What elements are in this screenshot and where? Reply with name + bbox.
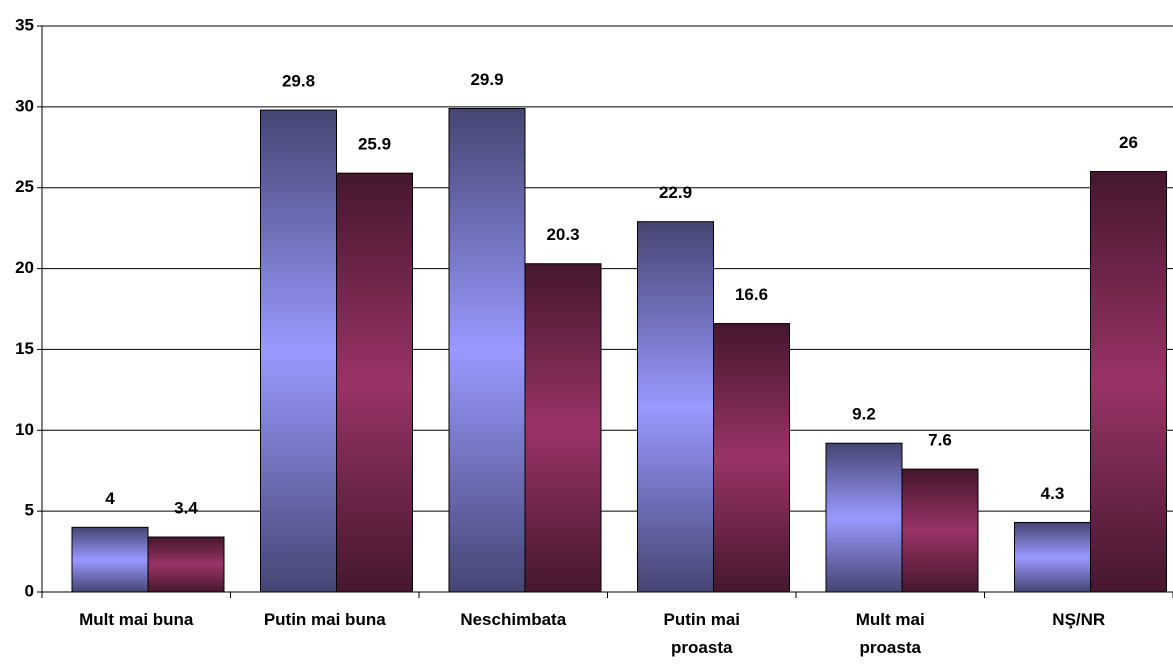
x-tick-label: Putin mai proasta	[663, 610, 740, 657]
bar	[1014, 521, 1091, 593]
y-tick-label: 30	[15, 96, 34, 115]
y-tick-label: 10	[15, 420, 34, 439]
bar	[637, 221, 714, 593]
y-tick-label: 25	[15, 177, 34, 196]
value-label: 22.9	[659, 183, 692, 202]
x-tick-label: Mult mai proasta	[855, 610, 925, 657]
x-tick-label: Neschimbata	[460, 610, 567, 629]
y-tick-label: 20	[15, 258, 34, 277]
bar	[901, 468, 979, 593]
value-label: 4.3	[1041, 484, 1065, 503]
y-tick-label: 5	[25, 501, 34, 520]
value-label: 29.8	[282, 72, 315, 91]
value-label: 7.6	[928, 431, 952, 450]
value-label: 26	[1119, 133, 1138, 152]
x-tick-label: Mult mai buna	[79, 610, 194, 629]
bar	[1090, 171, 1167, 593]
value-label: 25.9	[358, 135, 391, 154]
value-label: 3.4	[174, 499, 198, 518]
x-tick-label: NŞ/NR	[1052, 610, 1106, 629]
value-label: 16.6	[735, 285, 768, 304]
bar	[825, 442, 903, 593]
bar	[336, 172, 413, 593]
bar	[260, 109, 337, 593]
bar	[524, 263, 602, 593]
y-tick-label: 15	[15, 339, 34, 358]
value-label: 29.9	[470, 70, 503, 89]
value-label: 20.3	[546, 225, 579, 244]
value-label: 9.2	[852, 405, 876, 424]
bar	[448, 107, 526, 593]
value-label: 4	[105, 489, 115, 508]
y-tick-label: 0	[25, 581, 34, 600]
bar	[713, 323, 790, 593]
y-tick-label: 35	[15, 15, 34, 34]
bar	[147, 536, 225, 593]
x-tick-label: Putin mai buna	[263, 610, 386, 629]
bar	[71, 526, 149, 593]
